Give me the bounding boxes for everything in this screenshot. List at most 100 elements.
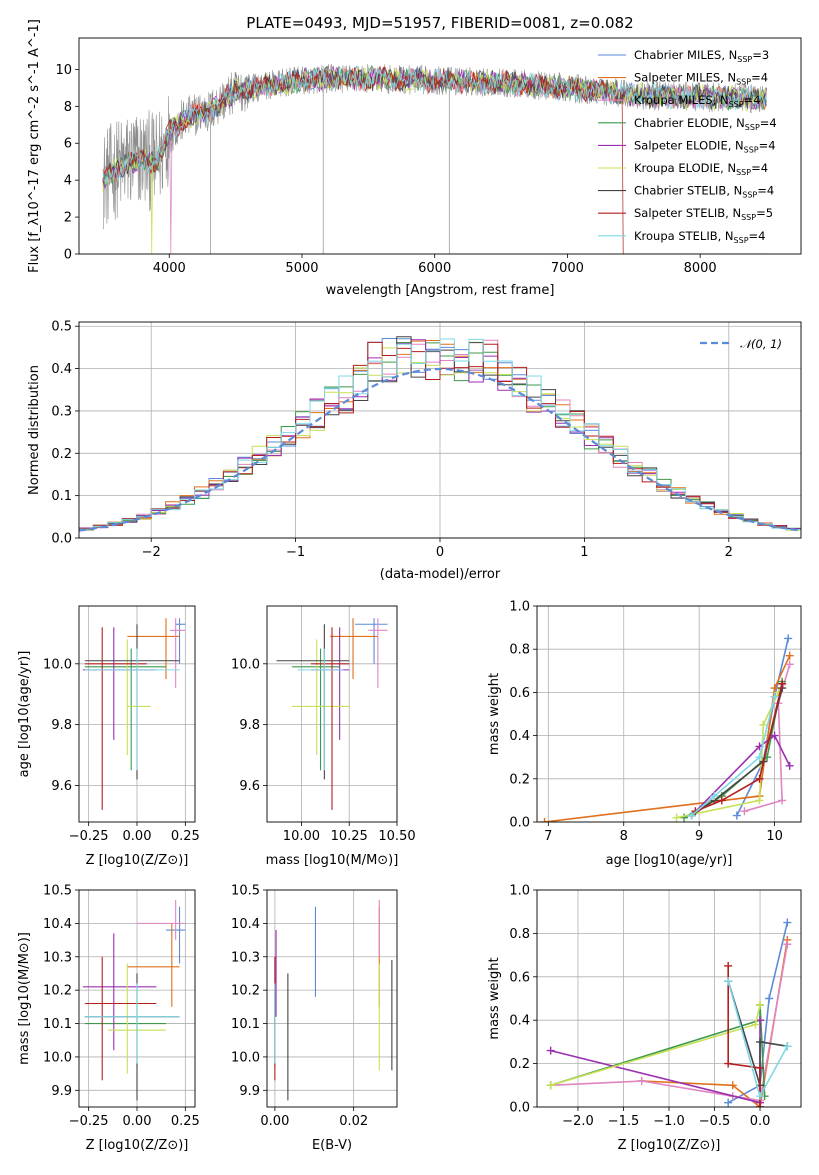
y-tick-label: 0.2 <box>51 447 72 462</box>
errorbar-point <box>84 973 180 1101</box>
y-tick-label: 10.1 <box>43 1017 72 1032</box>
y-tick-label: 9.8 <box>239 718 260 733</box>
x-tick-label: −0.25 <box>69 829 109 844</box>
legend-nssp-prefix: , N <box>721 48 737 62</box>
legend-nssp: 4 <box>761 71 768 85</box>
weight-line-chabrier-stelib <box>727 980 788 1086</box>
y-tick-label: 0.4 <box>509 1014 530 1029</box>
y-tick-label: 10 <box>55 63 72 78</box>
weight-marker <box>784 634 793 643</box>
x-tick-label: 0 <box>436 545 444 560</box>
y-tick-label: 10.1 <box>231 1017 260 1032</box>
weight-marker <box>770 684 779 693</box>
legend-nssp-sub: SSP <box>744 145 759 154</box>
weight-marker <box>724 1098 733 1107</box>
weight-marker <box>783 918 792 927</box>
x-tick-label: 7000 <box>551 261 584 276</box>
x-tick-label: 10.50 <box>378 829 415 844</box>
y-tick-label: 0.6 <box>509 686 530 701</box>
weight-marker <box>755 796 764 805</box>
errorbar-point <box>175 618 186 664</box>
legend-label: Salpeter STELIB, NSSP=5 <box>634 206 773 222</box>
weight-marker <box>546 1046 555 1055</box>
x-tick-label: 0.25 <box>171 1114 200 1129</box>
age_weight-ylabel: mass weight <box>487 673 502 755</box>
z_weight-xlabel: Z [log10(Z/Z⊙)] <box>618 1138 721 1153</box>
y-tick-label: 10.5 <box>231 884 260 899</box>
legend-label: Kroupa ELODIE, NSSP=4 <box>634 161 768 177</box>
legend-label: Chabrier ELODIE, NSSP=4 <box>634 116 777 132</box>
errorbar-point <box>82 933 157 1051</box>
errorbar-point <box>127 923 180 1007</box>
legend-nssp-eq: = <box>749 229 759 243</box>
x-tick-label: 2 <box>725 545 733 560</box>
errorbar-point <box>84 648 166 771</box>
legend-label: Salpeter ELODIE, NSSP=4 <box>634 138 776 154</box>
age_weight-frame <box>536 605 802 823</box>
weight-marker <box>770 731 779 740</box>
weight-marker <box>785 761 794 770</box>
weight-marker <box>732 811 741 820</box>
y-tick-label: 0.8 <box>509 927 530 942</box>
errorbar-point <box>297 648 344 771</box>
errorbar-point <box>84 627 147 810</box>
z_age-plot-area <box>82 618 186 810</box>
weight-marker <box>546 1081 555 1090</box>
legend-nssp: 4 <box>768 138 775 152</box>
residuals-plot-area <box>79 336 801 538</box>
legend-nssp-prefix: , N <box>729 116 745 130</box>
mass_age-plot-area <box>276 618 388 810</box>
weight-marker <box>751 1020 760 1029</box>
legend-nssp-eq: = <box>752 48 762 62</box>
legend-nssp-prefix: , N <box>720 71 736 85</box>
weight-line-salpeter-stelib <box>727 966 761 1107</box>
errorbar-point <box>330 618 378 680</box>
spectrum-xlabel: wavelength [Angstrom, rest frame] <box>326 283 555 298</box>
y-tick-label: 0.6 <box>509 970 530 985</box>
legend-nssp-sub: SSP <box>736 78 751 87</box>
legend-label: Chabrier STELIB, NSSP=4 <box>634 184 774 200</box>
weight-marker <box>755 753 764 762</box>
z_mass-ylabel: mass [log10(M/M⊙)] <box>17 932 32 1065</box>
residuals-frame <box>78 321 802 539</box>
weight-marker <box>765 994 774 1003</box>
weight-marker <box>728 1081 737 1090</box>
legend-nssp-prefix: , N <box>728 138 744 152</box>
x-tick-label: 10 <box>766 829 783 844</box>
legend-series-name: Kroupa STELIB <box>634 229 718 243</box>
y-tick-label: 9.9 <box>51 1084 72 1099</box>
errorbar-point <box>354 618 388 664</box>
weight-marker <box>724 1059 733 1068</box>
legend-nssp-sub: SSP <box>736 168 751 177</box>
weight-marker <box>755 774 764 783</box>
z_weight-axes: −2.0 −1.5 −1.0 −0.5 0.0 0.0 0.2 0.4 0.6 0.8 1.0 <box>509 884 801 1129</box>
legend-nssp-prefix: , N <box>713 93 729 107</box>
residuals-ylabel: Normed distribution <box>27 365 42 495</box>
weight-marker <box>680 813 689 822</box>
legend-label: Salpeter MILES, NSSP=4 <box>634 71 768 87</box>
z_weight-plot-area <box>546 918 792 1107</box>
y-tick-label: 9.9 <box>239 1084 260 1099</box>
x-tick-label: 0.00 <box>123 829 152 844</box>
x-tick-label: 0.02 <box>339 1114 368 1129</box>
x-tick-label: 1 <box>580 545 588 560</box>
mass_age-frame <box>266 605 398 823</box>
legend-series-name: Chabrier STELIB <box>634 184 726 198</box>
x-tick-label: −2.0 <box>562 1114 594 1129</box>
x-tick-label: 0.00 <box>123 1114 152 1129</box>
legend-series-name: Kroupa ELODIE <box>634 161 720 175</box>
y-tick-label: 10.3 <box>231 950 260 965</box>
weight-marker <box>778 679 787 688</box>
legend-nssp-sub: SSP <box>745 123 760 132</box>
y-tick-label: 0.3 <box>51 404 72 419</box>
weight-marker <box>756 1103 765 1107</box>
y-tick-label: 10.0 <box>231 657 260 672</box>
errorbar-point <box>368 618 388 689</box>
z_mass-plot-area <box>82 900 186 1101</box>
legend-series-name: Salpeter MILES <box>634 71 720 85</box>
legend-nssp-sub: SSP <box>734 236 749 245</box>
weight-line-kroupa-stelib <box>691 696 776 817</box>
weight-marker <box>785 651 794 660</box>
